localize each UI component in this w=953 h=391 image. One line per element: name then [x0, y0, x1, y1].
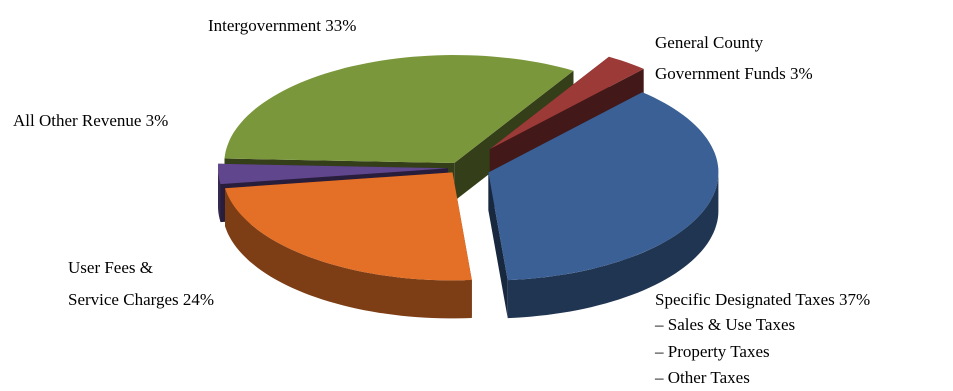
label-specific-taxes: Specific Designated Taxes 37% – Sales & …: [654, 290, 874, 387]
label-intergov-name: Intergovernment: [208, 16, 321, 35]
label-intergov: Intergovernment 33%: [208, 16, 356, 35]
label-user-fees-line1: User Fees &: [68, 258, 153, 277]
label-specific-sub-1: – Sales & Use Taxes: [654, 315, 795, 334]
label-user-fees: User Fees & Service Charges 24%: [68, 258, 214, 309]
label-specific-value: 37%: [839, 290, 870, 309]
label-intergov-value: 33%: [325, 16, 356, 35]
label-other-revenue-value: 3%: [146, 111, 169, 130]
slice-intergov-top: [224, 55, 574, 163]
label-specific-name: Specific Designated Taxes: [655, 290, 835, 309]
slice-county-top: [489, 56, 644, 150]
label-county: General County Government Funds 3%: [655, 33, 813, 83]
label-other-revenue: All Other Revenue 3%: [13, 111, 168, 130]
slice-specific-outer-wall: [507, 172, 719, 319]
slice-user-fees-outer-wall: [225, 188, 472, 319]
slice-specific-wall-end: [488, 172, 508, 319]
slice-user-fees-top: [225, 172, 472, 281]
label-user-fees-line2: Service Charges: [68, 290, 179, 309]
label-county-line1: General County: [655, 33, 764, 52]
slice-other-rev-outer-wall: [218, 168, 221, 223]
label-user-fees-value: 24%: [183, 290, 214, 309]
slice-specific-top: [488, 92, 719, 281]
label-specific-sub-2: – Property Taxes: [654, 342, 770, 361]
pie-slices: [218, 55, 719, 319]
label-specific-sub-3: – Other Taxes: [654, 368, 750, 387]
slice-other-rev-top: [218, 163, 448, 185]
label-county-line2: Government Funds: [655, 64, 786, 83]
label-county-value: 3%: [790, 64, 813, 83]
label-other-revenue-name: All Other Revenue: [13, 111, 141, 130]
